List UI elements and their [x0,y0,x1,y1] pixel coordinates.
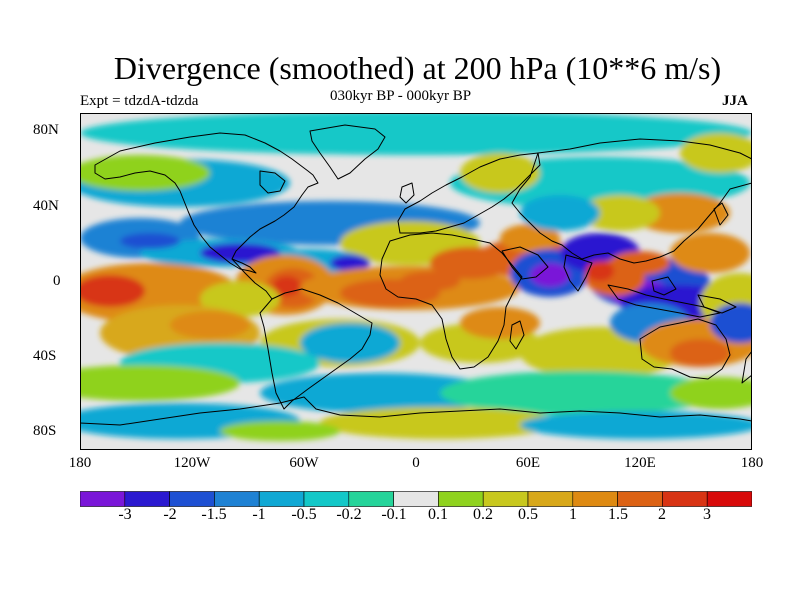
colorbar-label: -1.5 [201,506,227,523]
coast-arabia [501,246,549,280]
divergence-field [80,113,752,441]
coast-europe [397,152,541,234]
divergence-region [120,233,180,249]
colorbar-label: 0.2 [473,506,493,523]
map-frame [80,113,752,450]
coast-africa [379,232,523,370]
coast-north-america [94,132,319,274]
lat-label-80n: 80N [33,122,59,138]
lon-label-180w: 180 [68,455,92,471]
coast-new-guinea [697,294,737,314]
coast-borneo [651,276,677,296]
lat-label-40s: 40S [33,348,57,364]
plot-subtitle: 030kyr BP - 000kyr BP [330,88,472,104]
divergence-region [530,263,570,287]
lat-label-40n: 40N [33,198,59,214]
colorbar-swatch [438,491,484,507]
coast-australia [639,318,731,380]
lon-label-180e: 180 [740,455,764,471]
coast-india [563,254,593,292]
divergence-region [170,311,250,339]
divergence-region [80,365,240,401]
divergence-region [580,195,660,231]
colorbar-label: 0.5 [518,506,538,523]
colorbar-label: 1 [569,506,577,523]
divergence-region [520,411,752,439]
colorbar-label: 1.5 [608,506,628,523]
divergence-region [80,155,210,191]
colorbar-label: 2 [658,506,666,523]
colorbar-swatch [348,491,394,507]
divergence-region [300,323,400,363]
divergence-region [670,377,752,409]
colorbar-swatch [80,491,126,507]
coast-indonesia [607,284,721,318]
coast-asia [511,138,752,264]
lon-label-0: 0 [412,455,420,471]
lon-label-60e: 60E [515,455,541,471]
divergence-region [320,407,560,439]
divergence-region [586,261,614,281]
colorbar-swatch [124,491,170,507]
divergence-region [630,193,730,233]
colorbar-swatch [527,491,574,507]
divergence-region [610,251,670,275]
divergence-region [220,421,340,441]
colorbar-swatch [482,491,529,507]
colorbar-swatch [706,491,752,507]
divergence-region [200,281,280,317]
coast-britain [399,182,415,204]
divergence-region [670,339,730,367]
plot-title: Divergence (smoothed) at 200 hPa (10**6 … [113,50,722,86]
experiment-label: Expt = tdzdA-tdzda [80,93,199,109]
coast-central-america [231,258,273,300]
divergence-region [460,153,540,193]
divergence-region [200,243,280,263]
divergence-region [440,371,720,415]
colorbar-swatch [214,491,260,507]
coast-japan [713,202,729,226]
colorbar-swatch [258,491,305,507]
divergence-region [500,224,560,252]
divergence-region [260,373,500,413]
lat-label-80s: 80S [33,423,57,439]
divergence-region [80,113,752,155]
lat-label-0: 0 [53,273,61,289]
divergence-region [330,255,370,271]
colorbar-label: 0.1 [428,506,448,523]
divergence-region [520,195,600,231]
colorbar-swatch [169,491,215,507]
coastlines [80,124,752,426]
coast-greenland [309,124,386,180]
colorbar-swatch [303,491,350,507]
season-label: JJA [722,93,748,109]
colorbar-label: -2 [163,506,177,523]
divergence-region [460,307,540,339]
lon-label-60w: 60W [289,455,319,471]
colorbar-swatch [617,491,663,507]
colorbar-swatch [572,491,618,507]
lon-label-120e: 120E [624,455,656,471]
colorbar-label: -1 [252,506,266,523]
colorbar-label: -0.5 [291,506,317,523]
colorbar-label: -0.1 [381,506,407,523]
divergence-region [400,271,460,291]
colorbar-label: 3 [703,506,711,523]
coast-madagascar [509,320,525,350]
coast-antarctica [80,396,752,426]
colorbar-swatch [662,491,708,507]
divergence-region [670,233,750,273]
coast-new-zealand [741,350,752,384]
divergence-map [80,113,752,450]
divergence-region [80,275,145,307]
coast-south-america [259,288,373,410]
colorbar-swatch [393,491,439,507]
colorbar-label: -0.2 [336,506,362,523]
coast-hudson-bay [259,170,286,194]
lon-label-120w: 120W [173,455,211,471]
colorbar-label: -3 [118,506,132,523]
colorbar [80,491,752,507]
